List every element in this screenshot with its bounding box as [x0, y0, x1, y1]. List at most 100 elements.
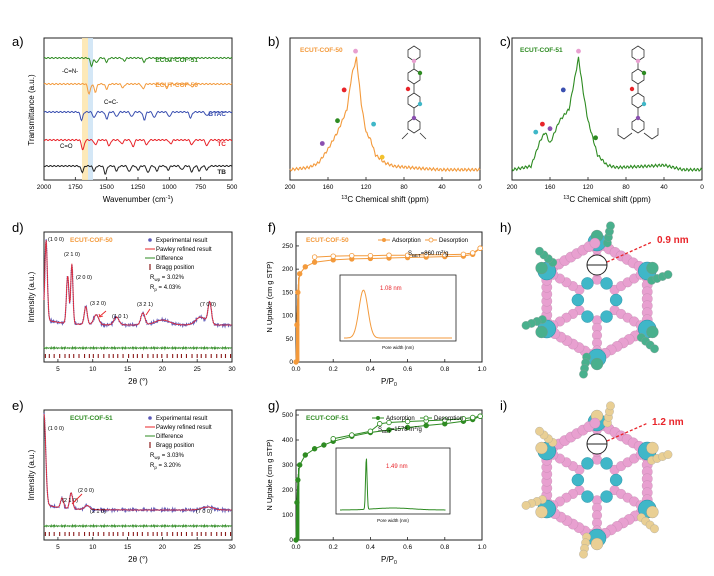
isotherm-adsorption-point [297, 271, 303, 277]
panel-d-title: ECUT-COF-50 [70, 237, 113, 244]
isotherm-desorption-point [377, 421, 383, 427]
panel-label-i: i) [500, 398, 507, 413]
pe-x-tick-label: 30 [228, 544, 236, 551]
isotherm-desorption-line [314, 247, 481, 258]
framework-node [600, 490, 613, 503]
framework-bead [521, 501, 531, 510]
framework-node [571, 293, 585, 307]
peak-marker-dot [379, 154, 385, 160]
arrow-e1 [71, 493, 83, 505]
bragg-ticks-d [44, 354, 232, 358]
svg-text:Difference: Difference [156, 434, 184, 440]
isotherm-desorption-point [477, 413, 483, 419]
framework-bead [579, 549, 588, 559]
isotherm-desorption-point [349, 432, 355, 438]
panel-g-isotherm: 0.0 0.2 0.4 0.6 0.8 1.0 0 100 200 300 400 500 ECUT-… [265, 409, 487, 566]
framework-bead [521, 321, 531, 330]
panel-b-xlabel: 13C Chemical shift (ppm) [341, 195, 429, 204]
ftir-curve-tc [43, 138, 233, 151]
iso-y-tick-label: 150 [282, 289, 293, 296]
isotherm-desorption-point [470, 250, 476, 256]
svg-text:Bragg position: Bragg position [156, 265, 194, 271]
atom-marker-dot [405, 86, 411, 92]
annot-cc: C=C- [104, 100, 118, 106]
iso-y-tick-label: 200 [282, 266, 293, 273]
pd-x-tick-label: 25 [194, 366, 202, 373]
panel-label-c: c) [500, 34, 511, 49]
peak-200-d: (2 0 0) [76, 275, 92, 281]
framework-bead [663, 450, 673, 459]
bragg-ticks-e [44, 532, 232, 536]
iso-x-tick-label: 0.2 [329, 366, 338, 373]
framework-node-accent [646, 325, 659, 339]
peak-marker-dot [540, 121, 545, 127]
framework-node-accent [535, 505, 548, 519]
pa-x-tick-label: 500 [227, 184, 238, 191]
atom-marker-dot [635, 115, 641, 121]
svg-text:Experimental result: Experimental result [156, 416, 208, 422]
panel-d-xlabel: 2θ (°) [128, 377, 148, 386]
svg-text:Bragg position: Bragg position [156, 443, 194, 449]
pd-x-tick-label: 5 [56, 366, 60, 373]
annot-co: C=O [60, 144, 73, 150]
pe-x-tick-label: 5 [56, 544, 60, 551]
peak-marker-dot [533, 129, 539, 135]
panel-c-title: ECUT-COF-51 [520, 47, 563, 54]
pb-ticks-tick-label: 40 [438, 184, 446, 191]
framework-node-accent [646, 441, 659, 455]
isotherm-desorption-point [470, 414, 476, 421]
iso-y-tick-label: 300 [282, 462, 293, 469]
pore-size-label-h: 0.9 nm [657, 235, 689, 246]
isotherm-desorption-point [404, 252, 411, 258]
peak-320-d: (3 2 0) [90, 301, 106, 307]
framework-node-accent [535, 325, 548, 339]
peak-marker-dot [341, 87, 347, 93]
iso-x-tick-label: 0.4 [366, 544, 375, 551]
panel-f-ylabel: N Uptake (cm g STP) [265, 261, 274, 333]
bet-f: SBET=860 m2/g [408, 249, 449, 258]
isotherm-adsorption-point [302, 264, 308, 270]
pc-ticks-tick-label: 160 [545, 184, 556, 191]
peak-marker-dot [547, 126, 553, 132]
inset-g: 1.49 nm Pore width (nm) [335, 447, 451, 523]
inset-label-f: 1.08 nm [380, 286, 402, 292]
framework-node-accent [646, 261, 659, 275]
peak-101-d: (1 0 1) [112, 314, 128, 320]
pc-ticks-tick-label: 200 [507, 184, 518, 191]
label-cof51: ECUT-COF-51 [155, 57, 198, 64]
framework-node-accent [590, 537, 604, 551]
atom-marker-dot [417, 101, 423, 107]
panel-label-f: f) [268, 220, 276, 235]
pc-ticks-tick-label: 0 [700, 184, 704, 191]
label-tb: TB [217, 169, 226, 176]
iso-x-tick-label: 0.0 [291, 366, 300, 373]
pa-x-tick-label: 1750 [68, 184, 83, 191]
framework-node [600, 310, 613, 323]
legend-e: Experimental result Pawley refined resul… [145, 416, 212, 470]
pc-ticks-tick-label: 40 [660, 184, 668, 191]
pawley-curve-e [43, 413, 232, 511]
pe-x-tick-label: 10 [89, 544, 97, 551]
iso-x-tick-label: 1.0 [477, 544, 486, 551]
svg-text:Adsorption: Adsorption [386, 416, 415, 422]
legend-f: Adsorption Desorption [378, 237, 468, 244]
iso-x-tick-label: 0.6 [403, 366, 412, 373]
svg-text:Desorption: Desorption [434, 416, 463, 422]
iso-y-tick-label: 100 [282, 512, 293, 519]
framework-bead [535, 426, 544, 436]
panel-label-a: a) [12, 34, 24, 49]
label-cof50: ECUT-COF-50 [155, 82, 198, 89]
svg-text:Rwp = 3.02%: Rwp = 3.02% [150, 275, 185, 282]
isotherm-adsorption-point [386, 427, 392, 433]
panel-label-d: d) [12, 220, 24, 235]
atom-marker-dot [411, 115, 417, 121]
pore-size-label-i: 1.2 nm [652, 417, 684, 428]
framework-node [581, 457, 594, 470]
panel-h-structure [521, 221, 673, 379]
inset-xlabel-f: Pore width (nm) [382, 345, 414, 350]
framework-bead [589, 237, 601, 249]
framework-node-accent [646, 505, 659, 519]
nmr-curve-cof51 [511, 56, 703, 173]
framework-node [600, 457, 613, 470]
isotherm-adsorption-point [321, 442, 327, 448]
